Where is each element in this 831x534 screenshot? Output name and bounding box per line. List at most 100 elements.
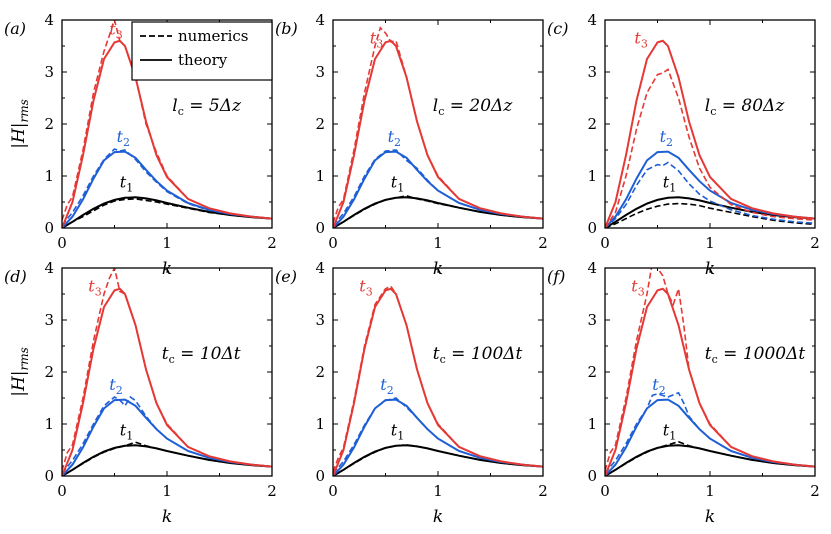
numerics-line-t3 <box>62 268 272 472</box>
y-tick-label: 4 <box>587 259 597 277</box>
numerics-line-t1 <box>62 198 272 228</box>
x-tick-label: 2 <box>538 482 548 500</box>
x-tick-label: 1 <box>162 234 172 252</box>
plot-frame <box>61 19 273 229</box>
curve-label-t1: t1 <box>120 172 133 194</box>
y-tick-label: 4 <box>587 11 597 29</box>
panel-d: 0 1 2 0 1 2 3 4 t1 t2 t3 tc = 10Δt (d) k |H|rms <box>4 259 277 527</box>
panel-label: (c) <box>547 19 568 38</box>
y-tick-label: 4 <box>44 259 54 277</box>
y-tick-label: 0 <box>315 219 325 237</box>
curve-label-t3: t3 <box>88 276 101 298</box>
y-tick-label: 3 <box>44 63 54 81</box>
numerics-line-t2 <box>333 397 543 474</box>
y-axis-label: |H|rms <box>9 99 31 149</box>
x-axis-label: k <box>162 507 172 527</box>
y-tick-label: 1 <box>315 415 325 433</box>
curve-label-t3: t3 <box>109 20 122 42</box>
curve-label-t2: t2 <box>117 127 130 149</box>
numerics-line-t2 <box>605 161 815 228</box>
x-tick-label: 2 <box>810 482 820 500</box>
numerics-line-t3 <box>605 268 815 472</box>
plot-frame <box>604 19 816 229</box>
curve-label-t3: t3 <box>634 28 647 50</box>
y-tick-label: 2 <box>315 115 325 133</box>
numerics-line-t2 <box>62 148 272 226</box>
x-tick-label: 1 <box>705 234 715 252</box>
y-tick-label: 2 <box>315 363 325 381</box>
numerics-line-t3 <box>333 26 543 224</box>
x-tick-label: 0 <box>328 234 338 252</box>
curve-label-t1: t1 <box>120 420 133 442</box>
y-axis-label: |H|rms <box>9 347 31 397</box>
theory-line-t3 <box>605 287 815 476</box>
plot-frame <box>332 267 544 477</box>
panel-label: (b) <box>275 19 298 38</box>
y-tick-label: 3 <box>44 311 54 329</box>
curve-label-t2: t2 <box>660 127 673 149</box>
theory-line-t2 <box>605 398 815 476</box>
panel-e: 0 1 2 0 1 2 3 4 t1 t2 t3 tc = 100Δt (e) k <box>275 259 548 527</box>
legend-box <box>131 21 273 81</box>
curves <box>605 39 815 228</box>
theory-line-t3 <box>62 287 272 476</box>
y-tick-label: 0 <box>587 467 597 485</box>
y-tick-label: 2 <box>44 363 54 381</box>
x-tick-label: 2 <box>538 234 548 252</box>
panel-annotation: tc = 100Δt <box>433 344 523 366</box>
y-tick-label: 4 <box>44 11 54 29</box>
x-tick-label: 0 <box>600 234 610 252</box>
x-axis-label: k <box>705 507 715 527</box>
panel-f: 0 1 2 0 1 2 3 4 t1 t2 t3 tc = 1000Δt (f) k <box>547 259 820 527</box>
curve-label-t2: t2 <box>388 127 401 149</box>
x-tick-label: 0 <box>600 482 610 500</box>
numerics-line-t1 <box>605 202 815 228</box>
numerics-line-t1 <box>333 443 543 476</box>
legend: numerics theory <box>131 21 273 81</box>
plot-frame <box>332 19 544 229</box>
x-tick-label: 2 <box>267 482 277 500</box>
y-tick-label: 2 <box>587 115 597 133</box>
y-tick-label: 2 <box>44 115 54 133</box>
theory-line-t3 <box>605 39 815 228</box>
curve-label-t3: t3 <box>631 276 644 298</box>
panel-annotation: lc = 80Δz <box>705 96 786 118</box>
curve-label-t1: t1 <box>391 420 404 442</box>
curve-label-t1: t1 <box>663 420 676 442</box>
theory-line-t3 <box>333 287 543 476</box>
curve-label-t2: t2 <box>652 375 665 397</box>
y-tick-label: 3 <box>587 311 597 329</box>
x-tick-label: 1 <box>433 482 443 500</box>
curve-label-t1: t1 <box>663 172 676 194</box>
x-tick-label: 0 <box>328 482 338 500</box>
panel-annotation: tc = 10Δt <box>162 344 241 366</box>
curves <box>333 26 543 228</box>
x-tick-label: 1 <box>705 482 715 500</box>
theory-line-t1 <box>605 196 815 228</box>
x-tick-label: 1 <box>162 482 172 500</box>
x-tick-label: 0 <box>57 482 67 500</box>
legend-label-theory: theory <box>178 51 228 69</box>
plot-frame <box>604 267 816 477</box>
panel-annotation: lc = 5Δz <box>172 96 242 118</box>
curve-label-t1: t1 <box>391 172 404 194</box>
y-tick-label: 3 <box>315 63 325 81</box>
numerics-line-t2 <box>605 391 815 474</box>
curve-label-t2: t2 <box>109 375 122 397</box>
y-tick-label: 1 <box>587 167 597 185</box>
curve-label-t3: t3 <box>359 276 372 298</box>
panel-label: (d) <box>4 267 27 286</box>
y-tick-label: 4 <box>315 11 325 29</box>
y-tick-label: 1 <box>44 415 54 433</box>
y-tick-label: 1 <box>587 415 597 433</box>
curve-label-t2: t2 <box>380 375 393 397</box>
x-tick-label: 2 <box>810 234 820 252</box>
numerics-line-t2 <box>333 149 543 226</box>
y-tick-label: 3 <box>587 63 597 81</box>
numerics-line-t1 <box>62 441 272 476</box>
numerics-line-t3 <box>333 285 543 473</box>
